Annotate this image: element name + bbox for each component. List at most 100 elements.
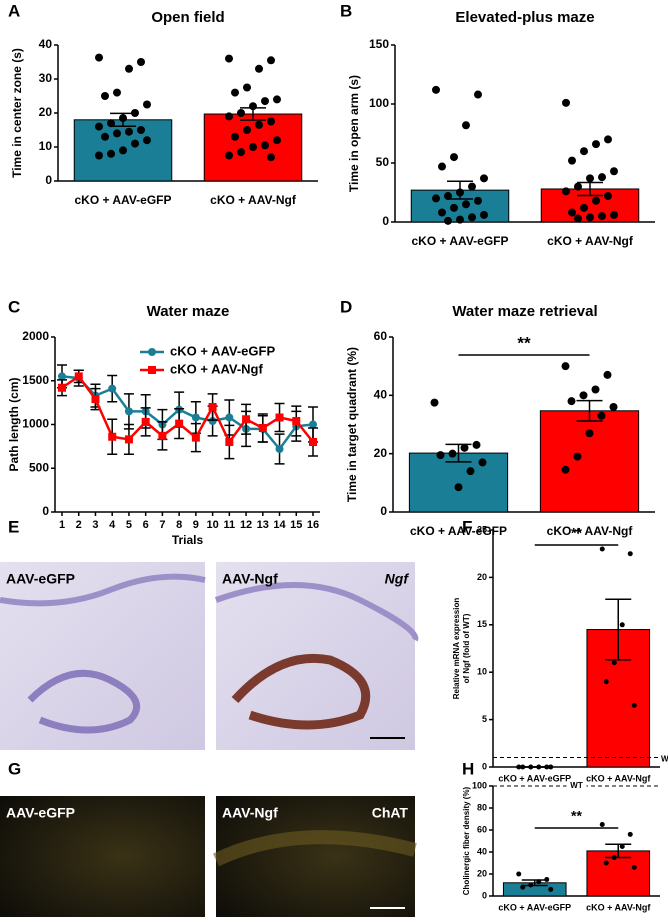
data-point	[478, 458, 487, 467]
x-tick-label: cKO + AAV-eGFP	[410, 524, 507, 538]
data-point	[137, 58, 145, 66]
data-point	[267, 117, 275, 126]
panel-letter: A	[8, 1, 20, 20]
data-point	[520, 764, 526, 770]
y-tick-label: 25	[477, 524, 487, 534]
data-point	[436, 451, 445, 460]
data-point	[574, 182, 582, 191]
x-tick-label: 2	[76, 519, 82, 531]
micrograph-g1: AAV-eGFP	[0, 796, 205, 917]
y-tick-label: 150	[369, 37, 389, 51]
data-point	[548, 764, 554, 770]
chart-title: Elevated-plus maze	[455, 9, 594, 26]
y-tick-label: 40	[374, 388, 388, 402]
marker	[58, 383, 66, 392]
data-point	[573, 452, 582, 461]
data-point	[107, 149, 115, 158]
panel-letter: E	[8, 517, 19, 536]
significance-label: **	[571, 808, 582, 824]
data-point	[143, 100, 151, 109]
data-point	[231, 88, 239, 97]
bar	[408, 452, 509, 513]
data-point	[598, 212, 606, 221]
bar	[539, 410, 640, 513]
y-tick-label: 2000	[22, 329, 49, 343]
data-point	[430, 398, 439, 407]
data-point	[579, 391, 588, 400]
y-tick-label: 0	[482, 890, 487, 900]
data-point	[450, 203, 458, 212]
y-tick-label: 0	[42, 504, 49, 518]
data-point	[516, 871, 522, 877]
legend-marker	[148, 366, 156, 374]
data-point	[237, 109, 245, 117]
data-point	[432, 85, 440, 94]
y-tick-label: 20	[477, 572, 487, 582]
y-tick-label: 40	[477, 846, 487, 856]
data-point	[474, 90, 482, 99]
data-point	[603, 370, 612, 379]
legend-marker	[148, 348, 156, 356]
y-tick-label: 60	[477, 824, 487, 834]
data-point	[592, 140, 600, 149]
y-tick-label: 5	[482, 714, 487, 724]
data-point	[599, 546, 605, 552]
data-point	[113, 129, 121, 138]
data-point	[562, 98, 570, 107]
significance-label: **	[517, 333, 531, 352]
data-point	[520, 884, 526, 890]
data-point	[225, 54, 233, 63]
marker	[124, 407, 133, 416]
x-tick-label: 3	[92, 519, 98, 531]
data-point	[580, 203, 588, 212]
marker	[292, 417, 301, 425]
data-point	[119, 114, 127, 123]
data-point	[574, 214, 582, 223]
marker	[225, 413, 234, 422]
data-point	[544, 764, 550, 770]
bar	[586, 850, 651, 897]
data-point	[273, 136, 281, 145]
x-tick-label: 1	[59, 519, 65, 531]
data-point	[432, 194, 440, 203]
data-point	[597, 411, 606, 420]
error-bar	[445, 443, 472, 463]
data-point	[599, 822, 605, 827]
data-point	[225, 112, 233, 121]
data-point	[528, 764, 534, 770]
data-point	[610, 210, 618, 219]
y-tick-label: 0	[382, 214, 389, 228]
y-tick-label: 500	[29, 460, 49, 474]
data-point	[101, 132, 109, 141]
data-point	[611, 660, 617, 666]
x-tick-label: 10	[206, 519, 218, 531]
data-point	[273, 95, 281, 104]
marker	[108, 432, 117, 441]
y-axis-label: Path length (cm)	[7, 377, 21, 471]
data-point	[448, 449, 457, 458]
marker	[275, 445, 284, 453]
marker	[309, 420, 317, 429]
x-tick-label: 5	[126, 519, 132, 531]
y-tick-label: 20	[39, 105, 53, 119]
data-point	[472, 440, 481, 449]
data-point	[627, 551, 633, 557]
data-point	[137, 126, 145, 134]
y-tick-label: 10	[477, 667, 487, 677]
error-bar	[577, 181, 603, 197]
x-tick-label: cKO + AAV-Ngf	[547, 524, 634, 538]
marker	[309, 438, 317, 446]
y-tick-label: 20	[477, 868, 487, 878]
data-point	[107, 119, 115, 128]
data-point	[243, 83, 251, 92]
y-tick-label: 60	[374, 329, 388, 343]
marker	[208, 403, 217, 411]
y-tick-label: 0	[482, 761, 487, 771]
marker	[74, 372, 83, 381]
data-point	[598, 173, 606, 182]
data-point	[604, 135, 612, 144]
data-point	[255, 120, 263, 129]
data-point	[619, 622, 625, 628]
data-point	[585, 429, 594, 438]
data-point	[480, 210, 488, 219]
